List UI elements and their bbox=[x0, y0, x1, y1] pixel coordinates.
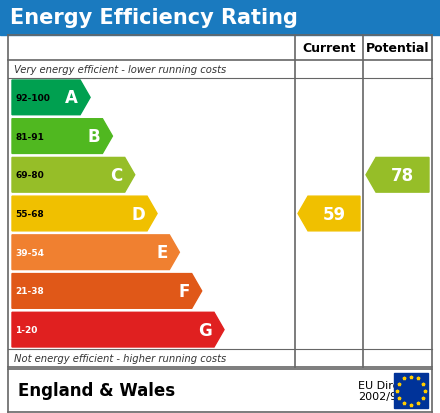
Polygon shape bbox=[12, 235, 180, 270]
Text: 21-38: 21-38 bbox=[15, 287, 44, 296]
Polygon shape bbox=[12, 81, 90, 116]
Polygon shape bbox=[12, 274, 202, 309]
Polygon shape bbox=[12, 313, 224, 347]
Text: 39-54: 39-54 bbox=[15, 248, 44, 257]
Polygon shape bbox=[366, 158, 429, 193]
Polygon shape bbox=[12, 119, 113, 154]
Text: Energy Efficiency Rating: Energy Efficiency Rating bbox=[10, 8, 298, 28]
Text: 2002/91/EC: 2002/91/EC bbox=[358, 392, 423, 401]
Text: England & Wales: England & Wales bbox=[18, 382, 175, 399]
Text: Not energy efficient - higher running costs: Not energy efficient - higher running co… bbox=[14, 353, 226, 363]
Text: 1-20: 1-20 bbox=[15, 325, 37, 335]
Text: EU Directive: EU Directive bbox=[358, 380, 427, 391]
Text: 59: 59 bbox=[323, 205, 345, 223]
Text: Potential: Potential bbox=[366, 42, 429, 55]
Text: G: G bbox=[198, 321, 212, 339]
Text: A: A bbox=[65, 89, 78, 107]
Bar bbox=[0, 0, 440, 36]
Text: 78: 78 bbox=[391, 166, 414, 184]
Text: B: B bbox=[88, 128, 100, 146]
Polygon shape bbox=[298, 197, 360, 231]
Text: F: F bbox=[178, 282, 190, 300]
Text: C: C bbox=[110, 166, 123, 184]
Polygon shape bbox=[12, 197, 157, 231]
Text: 69-80: 69-80 bbox=[15, 171, 44, 180]
Text: 55-68: 55-68 bbox=[15, 209, 44, 218]
Bar bbox=[394, 373, 428, 408]
Polygon shape bbox=[12, 158, 135, 193]
Text: 92-100: 92-100 bbox=[15, 94, 50, 102]
Text: E: E bbox=[156, 244, 167, 261]
Text: Very energy efficient - lower running costs: Very energy efficient - lower running co… bbox=[14, 65, 226, 75]
Text: Current: Current bbox=[302, 42, 356, 55]
Text: D: D bbox=[131, 205, 145, 223]
Text: 81-91: 81-91 bbox=[15, 132, 44, 141]
